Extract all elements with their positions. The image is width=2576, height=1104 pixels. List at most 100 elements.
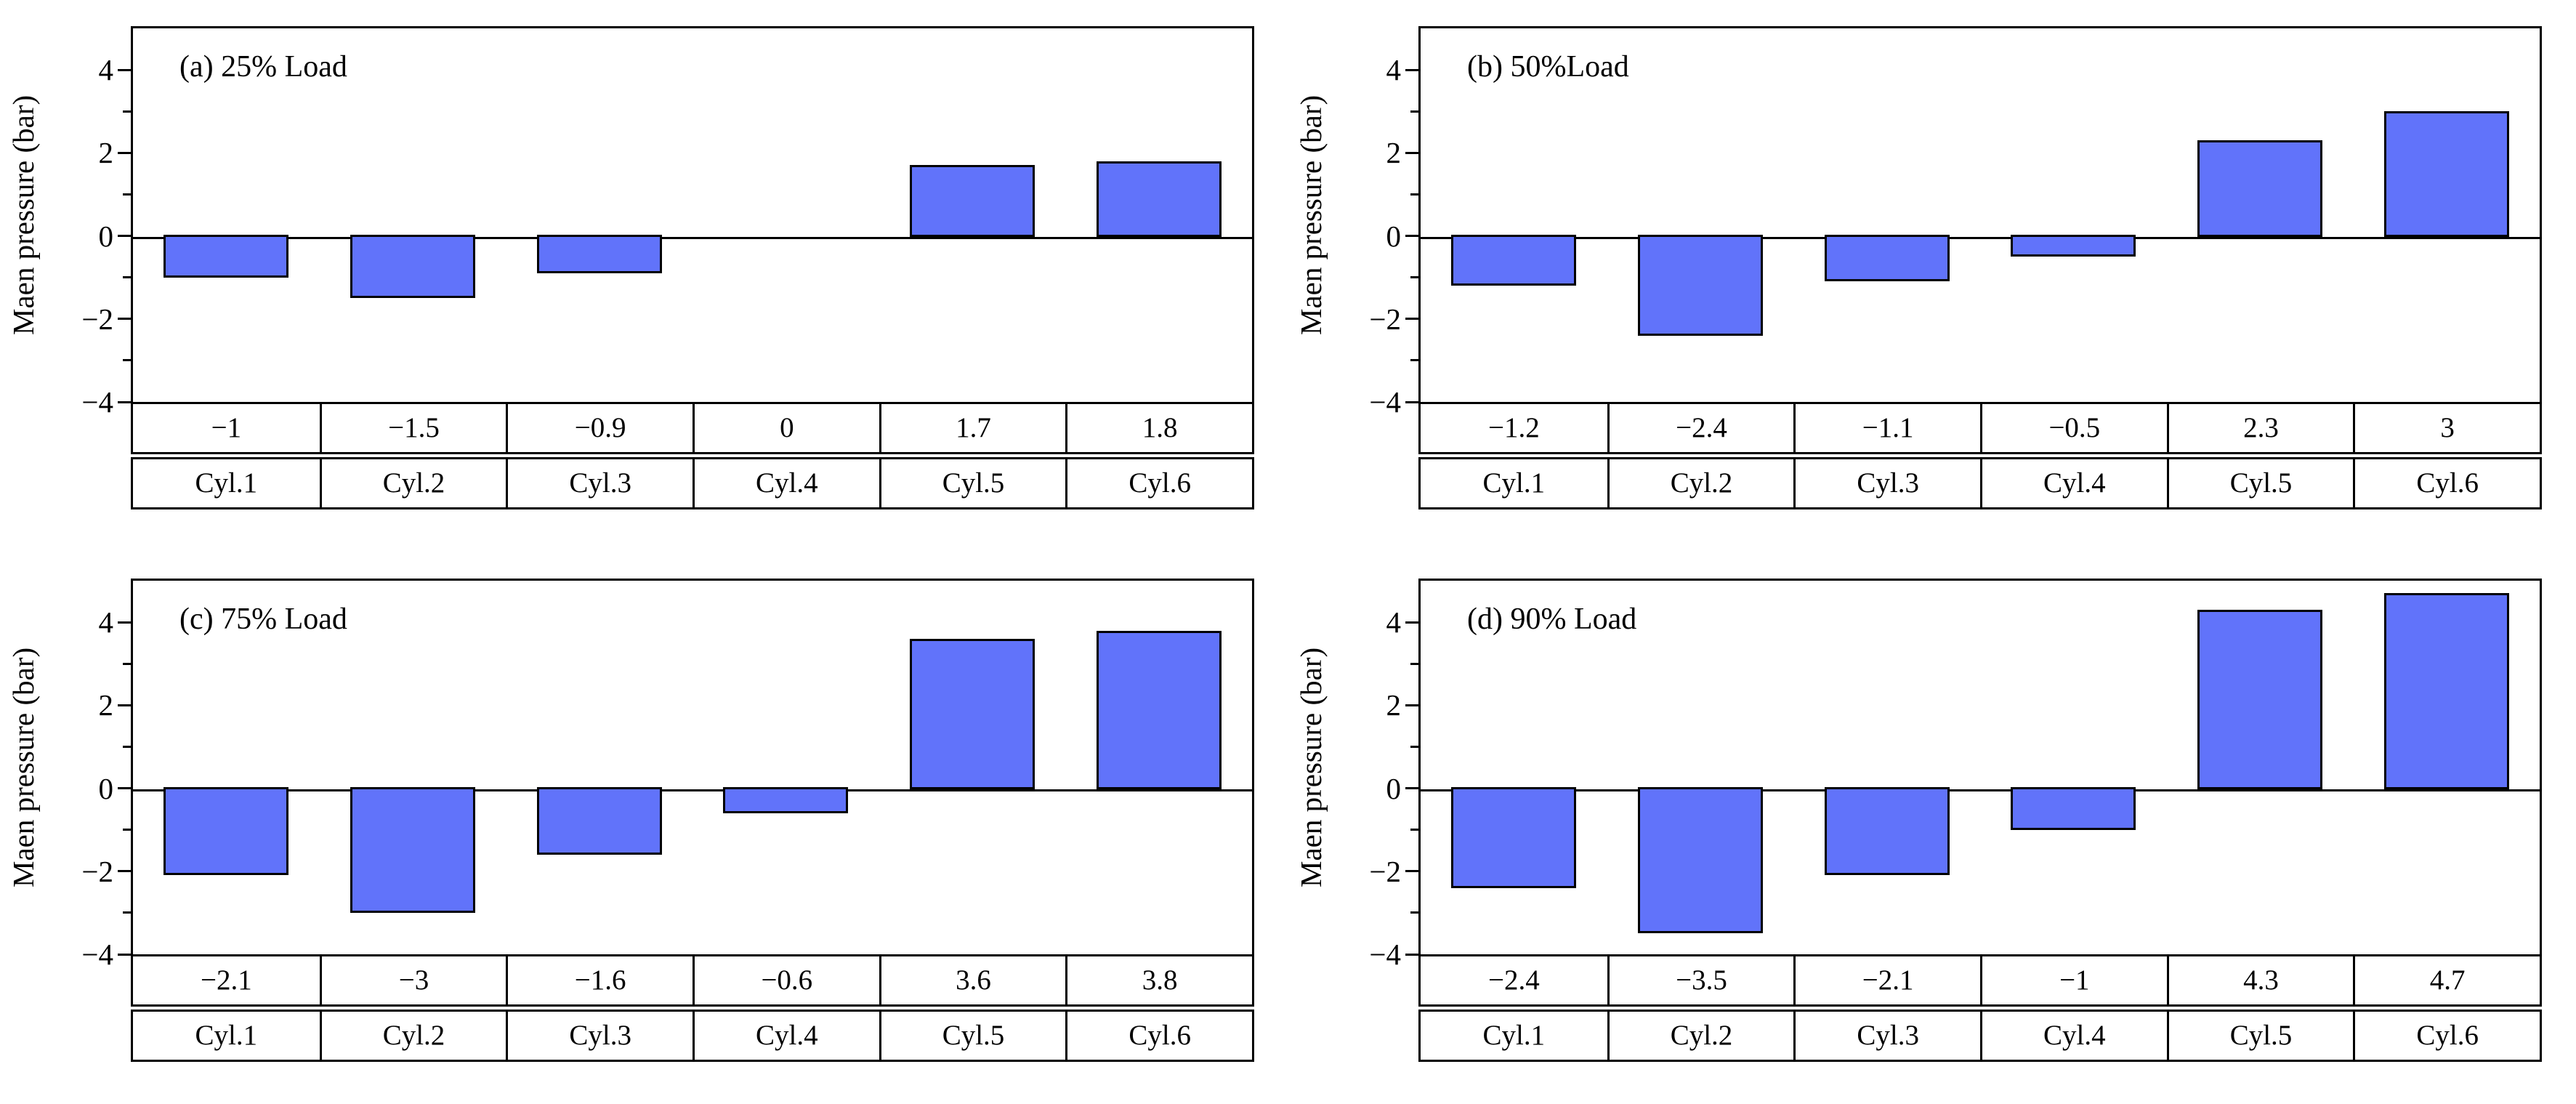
y-major-tick (118, 621, 131, 624)
category-cell: Cyl.5 (879, 1012, 1066, 1060)
y-major-tick (118, 318, 131, 321)
category-cell: Cyl.2 (319, 1012, 506, 1060)
category-cell: Cyl.2 (1607, 459, 1794, 507)
y-minor-tick (1410, 911, 1418, 914)
category-cell: Cyl.5 (2166, 459, 2354, 507)
value-cell: −2.4 (1607, 404, 1794, 452)
zero-line (133, 237, 1252, 240)
values-row: −2.4 −3.5 −2.1 −1 4.3 4.7 (1418, 956, 2542, 1007)
y-tick-label: −2 (1369, 854, 1401, 888)
panel-title: (a) 25% Load (179, 50, 347, 84)
value-cell: −3 (319, 956, 506, 1004)
y-minor-tick (1410, 745, 1418, 748)
y-major-tick (118, 953, 131, 956)
plot-area: (c) 75% Load (131, 579, 1254, 956)
values-row: −2.1 −3 −1.6 −0.6 3.6 3.8 (131, 956, 1254, 1007)
category-cell: Cyl.3 (1793, 1012, 1980, 1060)
y-tick-label: 0 (1386, 219, 1402, 253)
value-cell: −1 (211, 412, 242, 443)
bar-cyl4 (2011, 235, 2136, 257)
plot-area: (d) 90% Load (1418, 579, 2542, 956)
zero-line (1421, 789, 2540, 792)
bar-cyl5 (2197, 140, 2322, 238)
bar-cyl2 (1638, 787, 1763, 934)
value-cell: −2.1 (200, 964, 252, 996)
zero-line (133, 789, 1252, 792)
y-major-tick (1405, 953, 1418, 956)
y-major-tick (1405, 870, 1418, 873)
bar-cyl1 (163, 235, 289, 278)
category-cell: Cyl.2 (1607, 1012, 1794, 1060)
y-minor-tick (1410, 193, 1418, 196)
y-minor-tick (123, 193, 131, 196)
chart-panel: Maen pressure (bar) 4 2 0 −2 −4 (c) 75% Load… (0, 552, 1288, 1104)
category-cell: Cyl.3 (506, 1012, 693, 1060)
plot-area: (b) 50%Load (1418, 26, 2542, 404)
panel-title: (b) 50%Load (1467, 50, 1629, 84)
bar-cyl2 (1638, 235, 1763, 336)
values-row: −1.2 −2.4 −1.1 −0.5 2.3 3 (1418, 404, 2542, 454)
plot-area: (a) 25% Load (131, 26, 1254, 404)
value-cell: −1.1 (1793, 404, 1980, 452)
bar-cyl2 (350, 235, 475, 299)
bar-cyl6 (1096, 630, 1222, 790)
y-tick-label: −4 (1369, 385, 1401, 419)
category-cell: Cyl.1 (1482, 1020, 1546, 1051)
y-major-tick (1405, 787, 1418, 790)
values-row: −1 −1.5 −0.9 0 1.7 1.8 (131, 404, 1254, 454)
bar-cyl3 (1824, 235, 1950, 282)
y-major-tick (1405, 235, 1418, 238)
chart-panel: Maen pressure (bar) 4 2 0 −2 −4 (a) 25% Load… (0, 0, 1288, 552)
bar-cyl4 (723, 787, 849, 813)
category-cell: Cyl.3 (506, 459, 693, 507)
data-table: −2.4 −3.5 −2.1 −1 4.3 4.7 Cyl.1 Cyl.2 Cyl.3 Cyl.… (1418, 956, 2542, 1062)
y-tick-label: 4 (98, 605, 114, 640)
bar-cyl5 (910, 165, 1035, 238)
category-cell: Cyl.3 (1793, 459, 1980, 507)
panel-title: (d) 90% Load (1467, 603, 1637, 636)
chart-panel: Maen pressure (bar) 4 2 0 −2 −4 (d) 90% Load… (1288, 552, 2576, 1104)
category-cell: Cyl.4 (1979, 1012, 2167, 1060)
category-cell: Cyl.1 (1482, 467, 1546, 499)
labels-row: Cyl.1 Cyl.2 Cyl.3 Cyl.4 Cyl.5 Cyl.6 (1418, 457, 2542, 509)
y-major-tick (118, 704, 131, 706)
category-cell: Cyl.1 (195, 1020, 258, 1051)
category-cell: Cyl.6 (1065, 459, 1252, 507)
value-cell: 4.3 (2166, 956, 2354, 1004)
bar-cyl2 (350, 787, 475, 913)
y-minor-tick (1410, 276, 1418, 279)
y-major-tick (118, 151, 131, 154)
category-cell: Cyl.6 (2353, 1012, 2540, 1060)
chart-panel: Maen pressure (bar) 4 2 0 −2 −4 (b) 50%Load … (1288, 0, 2576, 552)
value-cell: −1.2 (1487, 412, 1540, 443)
y-tick-label: 2 (98, 136, 114, 170)
bar-cyl6 (2383, 111, 2509, 238)
y-major-tick (1405, 400, 1418, 403)
bar-cyl3 (536, 787, 662, 855)
value-cell: 1.8 (1065, 404, 1252, 452)
bar-cyl1 (1451, 787, 1577, 888)
y-major-tick (1405, 151, 1418, 154)
y-axis-title: Maen pressure (bar) (1294, 94, 1328, 336)
value-cell: −0.5 (1979, 404, 2167, 452)
value-cell: 4.7 (2353, 956, 2540, 1004)
y-major-tick (118, 870, 131, 873)
zero-line (1421, 237, 2540, 240)
y-minor-tick (123, 110, 131, 113)
y-minor-tick (1410, 662, 1418, 665)
labels-row: Cyl.1 Cyl.2 Cyl.3 Cyl.4 Cyl.5 Cyl.6 (131, 457, 1254, 509)
y-tick-label: 0 (98, 771, 114, 805)
y-tick-label: −2 (1369, 302, 1401, 336)
value-cell: 3.8 (1065, 956, 1252, 1004)
y-tick-label: 0 (1386, 771, 1402, 805)
y-tick-label: 2 (1386, 688, 1402, 722)
y-tick-label: −2 (81, 302, 113, 336)
category-cell: Cyl.5 (2166, 1012, 2354, 1060)
value-cell: 3 (2353, 404, 2540, 452)
value-cell: 2.3 (2166, 404, 2354, 452)
y-axis-title: Maen pressure (bar) (7, 94, 40, 336)
y-tick-label: 4 (1386, 605, 1402, 640)
y-minor-tick (123, 911, 131, 914)
y-tick-label: 4 (1386, 53, 1402, 87)
